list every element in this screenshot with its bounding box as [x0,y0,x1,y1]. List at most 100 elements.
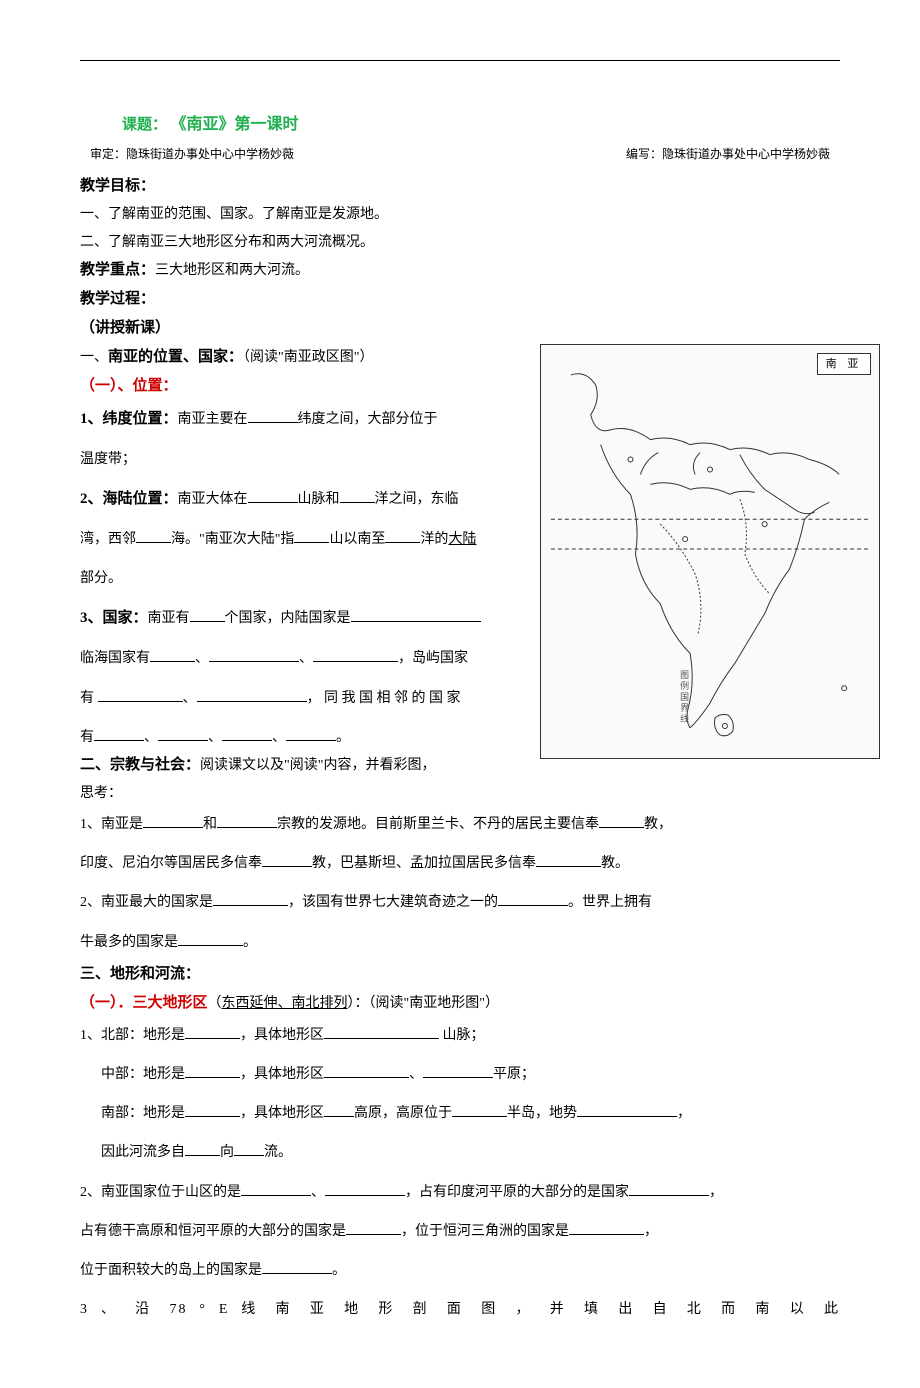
t2g: 洋的 [420,532,448,547]
sec3-item2-l2: 占有德干高原和恒河平原的大部分的国家是 ，位于恒河三角洲的国家是 ， [80,1219,840,1244]
s3-eb: 向 [220,1145,234,1160]
s3-ma: 中部：地形是 [101,1067,185,1082]
blank [217,827,277,828]
t3k: 、 [144,730,158,745]
blank [209,661,299,662]
s3-2f: ，位于恒河三角洲的国家是 [401,1224,569,1239]
legend-3: 界 [680,703,689,713]
blank [234,1155,264,1156]
writer: 编写：隐珠街道办事处中心中学杨妙薇 [626,144,830,166]
blank [185,1155,220,1156]
blank [185,1038,240,1039]
sec2-note-b: 思考： [80,781,530,806]
s3-2a: 2、南亚国家位于山区的是 [80,1185,241,1200]
sec3-item1-end: 因此河流多自 向 流。 [80,1140,840,1165]
sec2-item2-l1: 2、南亚最大的国家是，该国有世界七大建筑奇迹之一的。世界上拥有 [80,890,840,915]
t2f: 山以南至 [329,532,385,547]
blank [346,1234,401,1235]
objective-2: 二、了解南亚三大地形区分布和两大河流概况。 [80,230,840,255]
s3-2b: 、 [311,1185,325,1200]
sec3-item1-south: 南部：地形是，具体地形区高原，高原位于半岛，地势， [80,1101,840,1126]
s2-1b: 和 [203,817,217,832]
t1b: 纬度之间，大部分位于 [298,412,438,427]
s2-1d: 教， [644,817,672,832]
s2-1c: 宗教的发源地。目前斯里兰卡、不丹的居民主要信奉 [277,817,599,832]
legend-4: 线 [680,713,689,724]
blank [286,740,336,741]
blank [94,740,144,741]
sec2-item1-l1: 1、南亚是和宗教的发源地。目前斯里兰卡、不丹的居民主要信奉教， [80,812,840,837]
map-svg: 图 例 国 界 线 [541,345,879,758]
s3-ec: 流。 [264,1145,292,1160]
s3-2c: ，占有印度河平原的大部分的是国家 [405,1185,629,1200]
blank [599,827,644,828]
sec1-num: 一、 [80,350,108,365]
author-line: 审定：隐珠街道办事处中心中学杨妙薇 编写：隐珠街道办事处中心中学杨妙薇 [80,144,840,166]
s3nu: 东西延伸、南北排列 [222,996,348,1011]
content-block: 南 亚 [80,344,840,806]
blank [241,1195,311,1196]
s3-2e: 占有德干高原和恒河平原的大部分的国家是 [80,1224,346,1239]
sec2-heading: 二、宗教与社会： [80,757,200,773]
t3l: 、 [208,730,222,745]
s3na: （ [208,996,222,1011]
t3a: 南亚有 [148,611,190,626]
sec1-item2-l2: 湾，西邻海。"南亚次大陆"指山以南至洋的大陆 [80,527,530,552]
t3b: 个国家，内陆国家是 [225,611,351,626]
blank [178,945,243,946]
s3-ea: 因此河流多自 [101,1145,185,1160]
s3-2i: 。 [332,1263,346,1278]
sec2-note-a: 阅读课文以及"阅读"内容，并看彩图， [200,758,435,773]
objective-1: 一、了解南亚的范围、国家。了解南亚是发源地。 [80,202,840,227]
s2-2a: 2、南亚最大的国家是 [80,895,213,910]
t2a: 南亚大体在 [178,492,248,507]
blank [213,905,288,906]
sec1-heading: 一、南亚的位置、国家：（阅读"南亚政区图"） [80,344,530,371]
s3-se: ， [677,1106,691,1121]
sec1-item2-label: 2、海陆位置： [80,491,178,507]
s2-1g: 教。 [601,856,629,871]
blank [222,740,272,741]
sec1-item3-label: 3、国家： [80,610,148,626]
sec1-item1: 1、纬度位置：南亚主要在纬度之间，大部分位于 [80,406,530,433]
t2d: 湾，西邻 [80,532,136,547]
t2b: 山脉和 [298,492,340,507]
blank [569,1234,644,1235]
t1a: 南亚主要在 [178,412,248,427]
t3n: 。 [336,730,350,745]
sec3-sub1: （一）．三大地形区（东西延伸、南北排列）：（阅读"南亚地形图"） [80,990,840,1017]
legend-1: 例 [680,680,689,691]
sec1-item2-l1: 2、海陆位置：南亚大体在山脉和洋之间，东临 [80,486,530,513]
s3-mb: ，具体地形区 [240,1067,324,1082]
map-container: 南 亚 [540,344,880,759]
blank [629,1195,709,1196]
sec1-item2-l3: 大陆部分。 [80,566,530,591]
t3i: ， 同 我 国 相 邻 的 国 家 [307,691,461,706]
title-line: 课题： 《南亚》第一课时 [80,111,840,140]
sec1-item3-l4: 有、、、。 [80,725,530,750]
blank [294,542,329,543]
sec3-item2-l3: 位于面积较大的岛上的国家是。 [80,1258,840,1283]
s3-1a: 1、北部：地形是 [80,1028,185,1043]
blank [185,1077,240,1078]
t3c: 临海国家有 [80,651,150,666]
blank [351,621,481,622]
blank [385,542,420,543]
s3-1b: ，具体地形区 [240,1028,324,1043]
s3-2d: ， [709,1185,723,1200]
blank [324,1077,409,1078]
sec1-item3-l1: 3、国家：南亚有 个国家，内陆国家是 [80,605,530,632]
t3e: 、 [299,651,313,666]
blank [150,661,195,662]
s3-2g: ， [644,1224,658,1239]
sec3-item1-mid: 中部：地形是，具体地形区、平原； [80,1062,840,1087]
sec2-heading-line: 二、宗教与社会：阅读课文以及"阅读"内容，并看彩图， [80,752,530,779]
sec3-sub1-label: （一）．三大地形区 [80,995,208,1011]
blank [313,661,398,662]
t3d: 、 [195,651,209,666]
blank [324,1038,439,1039]
blank [143,827,203,828]
focus-heading: 教学重点： [80,262,155,278]
sec3-item3: 3 、 沿 78 ° E 线 南 亚 地 形 剖 面 图 ， 并 填 出 自 北… [80,1297,840,1322]
s2-2b: ，该国有世界七大建筑奇迹之一的 [288,895,498,910]
